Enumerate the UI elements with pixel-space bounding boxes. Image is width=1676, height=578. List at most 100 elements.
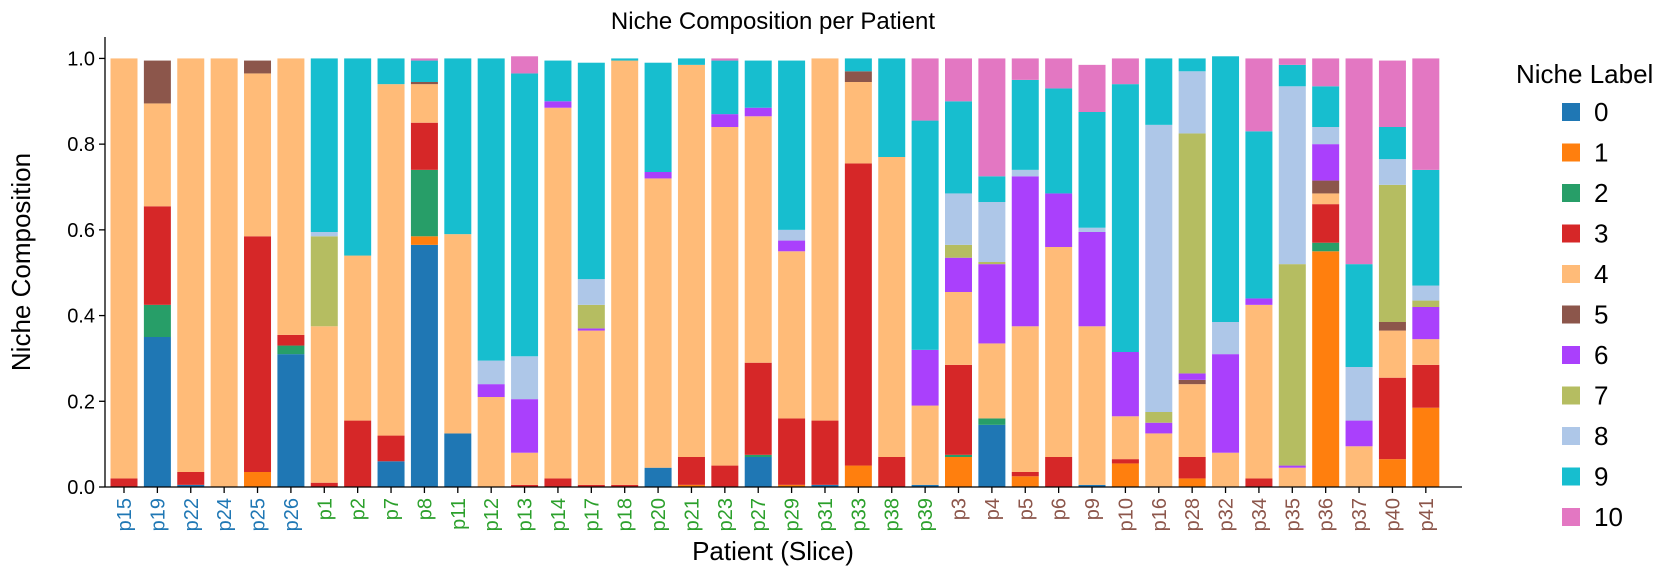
bar-segment-p38-niche-9 xyxy=(878,58,906,157)
bar-segment-p20-niche-0 xyxy=(644,467,672,487)
bar-segment-p10-niche-4 xyxy=(1111,416,1139,460)
bar-segment-p9-niche-10 xyxy=(1078,64,1106,112)
bar-segment-p22-niche-4 xyxy=(177,58,205,473)
bar-segment-p16-niche-9 xyxy=(1145,58,1173,125)
bar-segment-p8-niche-1 xyxy=(410,236,438,245)
bar-segment-p8-niche-4 xyxy=(410,84,438,123)
bar-segment-p16-niche-4 xyxy=(1145,433,1173,487)
bar-segment-p40-niche-7 xyxy=(1378,184,1406,322)
bar-segment-p33-niche-9 xyxy=(844,58,872,72)
bar-segment-p19-niche-3 xyxy=(143,206,171,305)
bar-segment-p9-niche-0 xyxy=(1078,484,1106,487)
bar-segment-p5-niche-3 xyxy=(1011,472,1039,477)
bar-segment-p36-niche-5 xyxy=(1312,180,1340,194)
bar-segment-p23-niche-9 xyxy=(711,60,739,115)
bar-segment-p27-niche-3 xyxy=(744,362,772,455)
bar-segment-p4-niche-2 xyxy=(978,418,1006,425)
bar-segment-p23-niche-10 xyxy=(711,58,739,61)
bar-segment-p8-niche-3 xyxy=(410,122,438,170)
x-tick-label-p35: p35 xyxy=(1282,498,1304,531)
x-tick-label-p9: p9 xyxy=(1082,498,1104,520)
bar-segment-p36-niche-1 xyxy=(1312,251,1340,487)
bar-segment-p3-niche-7 xyxy=(945,244,972,258)
x-tick-label-p1: p1 xyxy=(314,498,336,520)
bar-segment-p39-niche-0 xyxy=(911,484,939,487)
legend-label-8: 8 xyxy=(1594,421,1608,451)
bar-segment-p35-niche-4 xyxy=(1278,467,1306,487)
bar-segment-p1-niche-7 xyxy=(310,236,338,327)
bar-segment-p23-niche-4 xyxy=(711,127,739,466)
bar-segment-p41-niche-4 xyxy=(1412,339,1440,365)
bar-segment-p35-niche-8 xyxy=(1278,86,1306,265)
bar-segment-p29-niche-1 xyxy=(778,484,806,487)
bar-segment-p25-niche-4 xyxy=(244,73,272,237)
x-tick-label-p29: p29 xyxy=(782,498,804,531)
y-tick-label: 1.0 xyxy=(67,48,95,70)
bar-segment-p28-niche-6 xyxy=(1178,373,1206,380)
legend-label-3: 3 xyxy=(1594,219,1608,249)
bar-segment-p6-niche-4 xyxy=(1045,247,1073,457)
bar-segment-p39-niche-9 xyxy=(911,120,939,350)
legend-swatch-4 xyxy=(1562,265,1580,283)
x-tick-label-p13: p13 xyxy=(515,498,537,531)
bar-segment-p5-niche-6 xyxy=(1011,176,1039,327)
x-tick-label-p20: p20 xyxy=(648,498,670,531)
x-tick-label-p36: p36 xyxy=(1316,498,1338,531)
x-tick-label-p19: p19 xyxy=(147,498,169,531)
bar-segment-p11-niche-9 xyxy=(444,58,472,235)
x-tick-label-p39: p39 xyxy=(915,498,937,531)
bar-segment-p22-niche-0 xyxy=(177,484,205,487)
bar-segment-p29-niche-9 xyxy=(778,60,806,230)
legend-swatch-2 xyxy=(1562,184,1580,202)
bar-segment-p34-niche-3 xyxy=(1245,478,1273,487)
y-ticks: 0.0 0.2 0.4 0.6 0.8 1.0 xyxy=(67,48,105,499)
bar-segment-p8-niche-0 xyxy=(410,244,438,487)
bar-segment-p6-niche-3 xyxy=(1045,457,1073,487)
bar-segment-p10-niche-1 xyxy=(1111,463,1139,487)
y-axis-label: Niche Composition xyxy=(6,153,36,371)
legend-swatch-8 xyxy=(1562,427,1580,445)
bar-segment-p17-niche-4 xyxy=(577,330,605,485)
bar-segment-p6-niche-9 xyxy=(1045,88,1073,194)
bar-segment-p35-niche-6 xyxy=(1278,465,1306,468)
bar-segment-p16-niche-6 xyxy=(1145,422,1173,434)
legend-swatch-10 xyxy=(1562,508,1580,526)
bar-segment-p29-niche-8 xyxy=(778,229,806,241)
x-tick-label-p31: p31 xyxy=(815,498,837,531)
bar-segment-p36-niche-10 xyxy=(1312,58,1340,87)
bar-segment-p9-niche-8 xyxy=(1078,227,1106,232)
bar-segment-p10-niche-9 xyxy=(1111,84,1139,352)
bar-segment-p40-niche-9 xyxy=(1378,127,1406,160)
bar-segment-p26-niche-4 xyxy=(277,58,305,335)
legend-label-2: 2 xyxy=(1594,178,1608,208)
bar-segment-p37-niche-8 xyxy=(1345,367,1373,421)
bar-segment-p27-niche-4 xyxy=(744,116,772,363)
bar-segment-p21-niche-4 xyxy=(677,64,705,458)
bar-segment-p41-niche-6 xyxy=(1412,307,1440,340)
bar-segment-p41-niche-10 xyxy=(1412,58,1440,170)
bar-segment-p6-niche-6 xyxy=(1045,193,1073,247)
bar-segment-p34-niche-4 xyxy=(1245,304,1273,479)
bar-segment-p27-niche-2 xyxy=(744,454,772,457)
bar-segment-p36-niche-6 xyxy=(1312,144,1340,181)
bar-segment-p40-niche-4 xyxy=(1378,330,1406,378)
bar-segment-p40-niche-3 xyxy=(1378,377,1406,460)
bar-segment-p3-niche-4 xyxy=(945,292,972,365)
x-tick-label-p4: p4 xyxy=(982,498,1004,520)
bar-segment-p29-niche-6 xyxy=(778,240,806,252)
x-tick-label-p28: p28 xyxy=(1182,498,1204,531)
bar-segment-p32-niche-4 xyxy=(1212,452,1240,487)
bar-segment-p24-niche-4 xyxy=(210,58,238,488)
legend-label-4: 4 xyxy=(1594,259,1608,289)
bar-segment-p33-niche-5 xyxy=(844,71,872,82)
bar-segment-p13-niche-3 xyxy=(511,484,539,487)
bar-segment-p36-niche-4 xyxy=(1312,193,1340,205)
bar-segment-p22-niche-3 xyxy=(177,472,205,485)
bar-segment-p4-niche-0 xyxy=(978,424,1006,487)
x-tick-label-p11: p11 xyxy=(448,498,470,530)
bar-segment-p5-niche-8 xyxy=(1011,169,1039,177)
bar-segment-p5-niche-10 xyxy=(1011,58,1039,80)
bar-segment-p28-niche-3 xyxy=(1178,457,1206,479)
x-tick-label-p37: p37 xyxy=(1349,498,1371,531)
bar-segment-p31-niche-0 xyxy=(811,484,839,487)
